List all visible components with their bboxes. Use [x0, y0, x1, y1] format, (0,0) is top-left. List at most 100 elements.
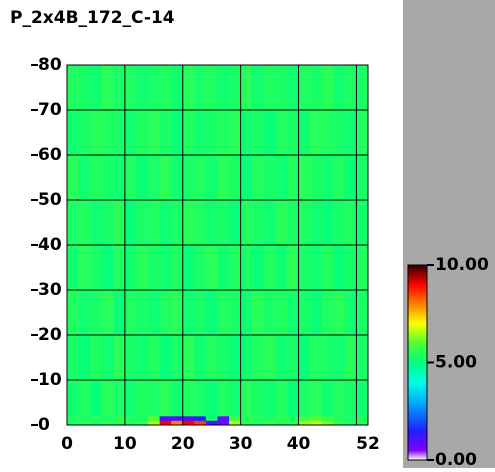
heat-cell [113, 200, 126, 246]
heat-cell [310, 155, 322, 201]
heat-cell [182, 416, 195, 421]
heat-cell [344, 290, 357, 336]
heat-cell [205, 110, 218, 156]
heat-cell [286, 380, 299, 417]
heat-cell [78, 380, 91, 417]
heat-cell [310, 110, 322, 156]
heat-cell [298, 416, 311, 421]
heat-cell [205, 420, 218, 426]
heat-cell [101, 200, 114, 246]
heat-cell [113, 420, 126, 426]
heat-cell [194, 416, 207, 421]
heat-cell [344, 200, 357, 246]
x-tick-label: 52 [356, 434, 380, 454]
heat-cell [252, 245, 265, 291]
heat-cell [194, 245, 207, 291]
heat-cell [67, 200, 79, 246]
heat-cell [252, 416, 265, 421]
heat-cell [298, 65, 311, 111]
heat-cell [229, 200, 241, 246]
heat-cell [298, 110, 311, 156]
heat-cell [286, 290, 299, 336]
heat-cell [101, 416, 114, 421]
heat-cell [356, 65, 369, 111]
heat-cell [240, 420, 253, 426]
heat-cell [310, 200, 322, 246]
heat-cell [333, 420, 346, 426]
heat-cell [356, 420, 369, 426]
heat-cell [101, 110, 114, 156]
heat-cell [321, 110, 334, 156]
heat-cell [78, 110, 91, 156]
heat-cell [205, 200, 218, 246]
heat-cell [159, 416, 172, 421]
heat-cell [333, 200, 346, 246]
heat-cell [194, 110, 207, 156]
heat-cell [321, 420, 334, 426]
heat-cell [90, 420, 103, 426]
heat-cell [356, 200, 369, 246]
heat-cell [356, 290, 369, 336]
heat-cell [67, 65, 79, 111]
heat-cell [286, 416, 299, 421]
heat-cell [229, 65, 241, 111]
heat-cell [344, 420, 357, 426]
heat-cell [205, 380, 218, 417]
heat-cell [90, 290, 103, 336]
heat-cell [90, 65, 103, 111]
heat-cell [78, 290, 91, 336]
heat-cell [205, 155, 218, 201]
heat-cell [78, 416, 91, 421]
heat-cell [286, 155, 299, 201]
heat-cell [101, 380, 114, 417]
heat-cell [171, 290, 184, 336]
heat-cell [275, 245, 288, 291]
heat-cell [90, 200, 103, 246]
y-tick-label: 10 [38, 370, 62, 390]
heat-cell [252, 420, 265, 426]
heat-cell [240, 380, 253, 417]
heat-cell [286, 65, 299, 111]
heat-cell [101, 335, 114, 381]
heat-cell [310, 65, 322, 111]
y-tick-label: 0 [38, 415, 50, 435]
heat-cell [124, 380, 137, 417]
heat-cell [148, 335, 160, 381]
heat-cell [159, 110, 172, 156]
heat-cell [90, 380, 103, 417]
heat-cell [113, 65, 126, 111]
heat-cell [67, 110, 79, 156]
heat-cell [124, 420, 137, 426]
x-tick-label: 30 [229, 434, 253, 454]
y-tick-label: 70 [38, 100, 62, 120]
heat-cell [159, 200, 172, 246]
heat-cell [182, 335, 195, 381]
heat-cell [148, 380, 160, 417]
heat-cell [275, 65, 288, 111]
heat-cell [217, 416, 230, 421]
heat-cell [252, 200, 265, 246]
heat-cell [263, 200, 276, 246]
heat-cell [101, 155, 114, 201]
heat-cell [67, 420, 79, 426]
heat-cell [205, 245, 218, 291]
heat-cell [333, 290, 346, 336]
colorbar-tick-label: 5.00 [435, 353, 477, 373]
heat-cell [78, 420, 91, 426]
heat-cell [310, 335, 322, 381]
heat-cell [275, 420, 288, 426]
heat-cell [333, 155, 346, 201]
x-tick-label: 20 [171, 434, 195, 454]
heat-cell [229, 290, 241, 336]
heat-cell [101, 245, 114, 291]
heat-cell [171, 335, 184, 381]
heat-cell [67, 380, 79, 417]
heat-cell [263, 110, 276, 156]
heat-cell [229, 420, 241, 426]
y-tick-label: 30 [38, 280, 62, 300]
heat-cell [136, 155, 149, 201]
heat-cell [148, 416, 160, 421]
heat-cell [217, 380, 230, 417]
heat-cell [182, 200, 195, 246]
